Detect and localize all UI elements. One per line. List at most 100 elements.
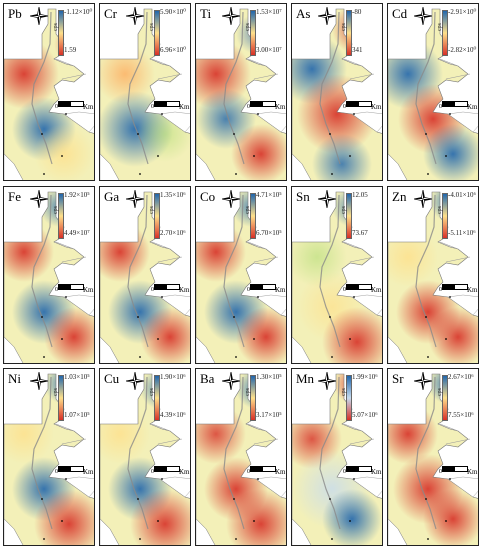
scale-bar-graphic bbox=[250, 101, 276, 107]
sample-point bbox=[61, 520, 63, 522]
sample-point bbox=[41, 498, 43, 500]
sample-point bbox=[253, 155, 255, 157]
north-arrow-icon bbox=[30, 190, 48, 208]
sample-point bbox=[161, 478, 163, 480]
legend-colorbar bbox=[346, 10, 352, 56]
sample-point bbox=[157, 520, 159, 522]
sample-point bbox=[425, 316, 427, 318]
scale-bar: 0 Km bbox=[247, 100, 286, 114]
concentration-hotspot bbox=[130, 489, 190, 545]
legend-unit: cps bbox=[149, 23, 155, 31]
concentration-hotspot bbox=[236, 307, 286, 363]
north-arrow-icon bbox=[126, 7, 144, 25]
interpolation-map bbox=[100, 373, 190, 545]
interpolation-map bbox=[292, 8, 382, 180]
north-arrow-icon bbox=[318, 7, 336, 25]
interpolation-map bbox=[100, 8, 190, 180]
scale-bar: 0 Km bbox=[439, 100, 478, 114]
river-line bbox=[127, 376, 149, 530]
sample-point bbox=[137, 498, 139, 500]
map-panel-co: Co cps 4.71×10⁵ 6.70×10⁵ 0 Km bbox=[195, 186, 287, 364]
scale-unit-label: Km bbox=[179, 468, 190, 476]
element-label: Sn bbox=[296, 189, 310, 204]
map-panel-ni: Ni cps 1.03×10⁵ 1.07×10⁵ 0 Km bbox=[3, 368, 95, 546]
sample-point bbox=[43, 173, 45, 175]
scale-unit-label: Km bbox=[467, 468, 478, 476]
legend-colorbar bbox=[250, 193, 256, 239]
sample-point bbox=[257, 478, 259, 480]
river-line bbox=[127, 194, 149, 348]
legend-max-value: -4.01×10⁶ bbox=[448, 191, 476, 199]
north-arrow-icon bbox=[318, 190, 336, 208]
sample-point bbox=[41, 133, 43, 135]
scale-unit-label: Km bbox=[371, 103, 382, 111]
scale-zero-label: 0 bbox=[343, 104, 346, 110]
sample-point bbox=[161, 296, 163, 298]
legend-max-value: -2.91×10⁰ bbox=[448, 8, 477, 16]
color-legend: cps -1.12×10⁰ 1.59 bbox=[53, 8, 94, 82]
sample-point bbox=[137, 133, 139, 135]
scale-unit-label: Km bbox=[467, 103, 478, 111]
sample-point bbox=[65, 478, 67, 480]
legend-unit: cps bbox=[53, 388, 59, 396]
sample-point bbox=[353, 478, 355, 480]
scale-unit-label: Km bbox=[179, 103, 190, 111]
color-legend: cps 12.05 73.67 bbox=[341, 191, 382, 265]
legend-max-value: 1.35×10⁶ bbox=[160, 191, 186, 199]
north-arrow-icon bbox=[318, 372, 336, 390]
sample-point bbox=[233, 133, 235, 135]
river-line bbox=[127, 11, 149, 165]
element-label: Fe bbox=[8, 189, 21, 204]
legend-unit: cps bbox=[245, 206, 251, 214]
sample-point bbox=[427, 173, 429, 175]
legend-min-value: 1.07×10⁵ bbox=[64, 411, 90, 419]
legend-colorbar bbox=[346, 375, 352, 421]
sample-point bbox=[257, 296, 259, 298]
legend-max-value: 1.30×10⁵ bbox=[256, 373, 282, 381]
legend-max-value: 2.67×10⁶ bbox=[448, 373, 474, 381]
sample-point bbox=[329, 498, 331, 500]
scale-bar: 0 Km bbox=[151, 100, 190, 114]
river-line bbox=[415, 194, 437, 348]
interpolation-map bbox=[196, 191, 286, 363]
scale-bar-graphic bbox=[154, 101, 180, 107]
concentration-hotspot bbox=[231, 124, 286, 180]
scale-unit-label: Km bbox=[275, 103, 286, 111]
scale-bar-graphic bbox=[346, 284, 372, 290]
scale-zero-label: 0 bbox=[439, 469, 442, 475]
sample-point bbox=[427, 538, 429, 540]
north-arrow-icon bbox=[126, 190, 144, 208]
legend-colorbar bbox=[154, 193, 160, 239]
scale-zero-label: 0 bbox=[439, 287, 442, 293]
legend-unit: cps bbox=[437, 388, 443, 396]
legend-max-value: 4.71×10⁵ bbox=[256, 191, 282, 199]
interpolation-map bbox=[196, 373, 286, 545]
scale-bar-graphic bbox=[250, 284, 276, 290]
scale-bar-graphic bbox=[442, 101, 468, 107]
concentration-hotspot bbox=[322, 489, 382, 545]
interpolation-map bbox=[4, 373, 94, 545]
sample-point bbox=[449, 478, 451, 480]
north-arrow-icon bbox=[126, 372, 144, 390]
sample-point bbox=[349, 155, 351, 157]
legend-colorbar bbox=[442, 10, 448, 56]
scale-bar: 0 Km bbox=[439, 465, 478, 479]
sample-point bbox=[233, 498, 235, 500]
sample-point bbox=[445, 155, 447, 157]
sample-point bbox=[425, 498, 427, 500]
sample-point bbox=[41, 316, 43, 318]
sample-point bbox=[43, 538, 45, 540]
legend-max-value: 12.05 bbox=[352, 191, 368, 199]
scale-bar: 0 Km bbox=[247, 283, 286, 297]
legend-min-value: -2.82×10⁰ bbox=[448, 46, 477, 54]
scale-bar-graphic bbox=[442, 466, 468, 472]
map-panel-ti: Ti cps 1.53×10⁷ 3.00×10⁷ 0 Km bbox=[195, 3, 287, 181]
sample-point bbox=[427, 356, 429, 358]
legend-max-value: 1.53×10⁷ bbox=[256, 8, 282, 16]
legend-colorbar bbox=[250, 10, 256, 56]
legend-colorbar bbox=[250, 375, 256, 421]
scale-bar-graphic bbox=[154, 284, 180, 290]
north-arrow-icon bbox=[414, 372, 432, 390]
legend-colorbar bbox=[58, 193, 64, 239]
